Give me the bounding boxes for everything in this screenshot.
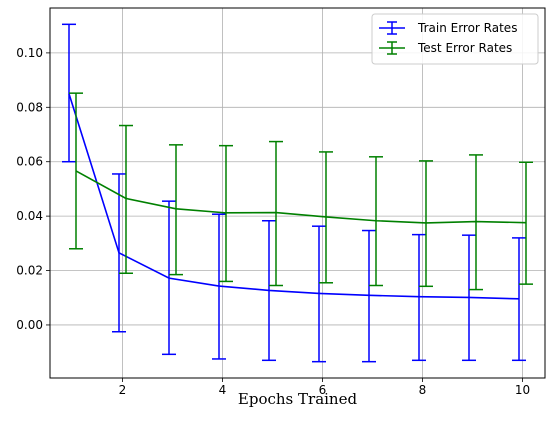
error-bar <box>462 234 476 362</box>
x-tick-label: 2 <box>119 383 127 397</box>
y-tick-label: 0.04 <box>16 209 43 223</box>
x-tick-label: 10 <box>515 383 530 397</box>
x-tick-label: 4 <box>219 383 227 397</box>
series-layer <box>62 23 533 363</box>
x-tick-label: 8 <box>419 383 427 397</box>
error-bar <box>269 140 283 287</box>
series-train <box>62 23 526 363</box>
legend: Train Error Rates Test Error Rates <box>371 13 539 65</box>
error-bar <box>469 154 483 291</box>
error-bar <box>319 151 333 284</box>
legend-item: Train Error Rates <box>379 21 517 35</box>
error-bar <box>262 220 276 362</box>
x-axis-label: Epochs Trained <box>238 390 358 408</box>
y-tick-label: 0.08 <box>16 100 43 114</box>
y-tick-label: 0.02 <box>16 264 43 278</box>
error-bar <box>69 92 83 250</box>
error-bar <box>519 161 533 285</box>
legend-box <box>371 13 539 65</box>
error-bar <box>162 200 176 356</box>
error-bar <box>169 144 183 276</box>
error-bar <box>312 225 326 363</box>
legend-label: Train Error Rates <box>417 21 517 35</box>
error-bar <box>219 144 233 283</box>
legend-label: Test Error Rates <box>417 41 512 55</box>
plot-frame <box>49 7 546 379</box>
error-bar <box>369 156 383 287</box>
series-test <box>69 92 533 291</box>
series-line <box>68 93 520 300</box>
grid-layer <box>50 8 545 378</box>
tick-layer: 2 4 6 8 10 0.00 0.02 0.04 0.06 0.08 0.10 <box>16 46 530 397</box>
y-tick-label: 0.06 <box>16 155 43 169</box>
x-tick-label: 6 <box>319 383 327 397</box>
error-bar <box>412 233 426 362</box>
legend-items: Train Error Rates Test Error Rates <box>379 21 517 55</box>
y-tick-label: 0.10 <box>16 46 43 60</box>
error-bar <box>362 229 376 363</box>
error-bar <box>112 173 126 333</box>
error-bar <box>419 160 433 288</box>
legend-item: Test Error Rates <box>379 41 512 55</box>
error-bar <box>119 124 133 275</box>
error-bar <box>512 237 526 362</box>
error-bar <box>212 213 226 360</box>
series-line <box>75 170 527 224</box>
y-tick-label: 0.00 <box>16 318 43 332</box>
